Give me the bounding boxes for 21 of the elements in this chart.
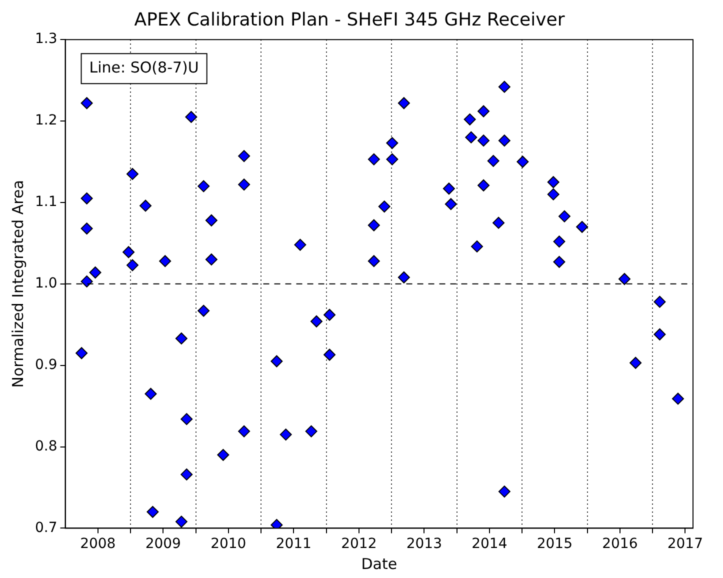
y-tick-label: 1.2 (35, 112, 58, 129)
x-tick-label: 2014 (472, 536, 508, 552)
x-tick-label: 2017 (667, 536, 703, 552)
y-tick-label: 1.1 (35, 194, 58, 210)
y-axis-title: Normalized Integrated Area (8, 180, 27, 388)
y-tick-label: 0.7 (35, 520, 58, 536)
y-tick-label: 1.0 (35, 276, 58, 292)
x-tick-label: 2009 (145, 536, 181, 552)
x-tick-label: 2013 (406, 536, 442, 552)
y-tick-label: 1.3 (35, 31, 58, 48)
x-tick-label: 2011 (276, 536, 312, 552)
x-axis-title: Date (361, 554, 398, 573)
x-tick-label: 2010 (210, 536, 246, 552)
y-tick-label: 0.9 (35, 356, 58, 373)
annotation: Line: SO(8-7)U (89, 58, 199, 76)
x-tick-label: 2015 (536, 536, 572, 552)
x-tick-label: 2016 (602, 536, 638, 552)
chart-title: APEX Calibration Plan - SHeFI 345 GHz Receiver (134, 9, 566, 30)
x-tick-label: 2008 (80, 536, 116, 552)
y-tick-label: 0.8 (35, 438, 58, 454)
x-tick-label: 2012 (341, 536, 377, 552)
